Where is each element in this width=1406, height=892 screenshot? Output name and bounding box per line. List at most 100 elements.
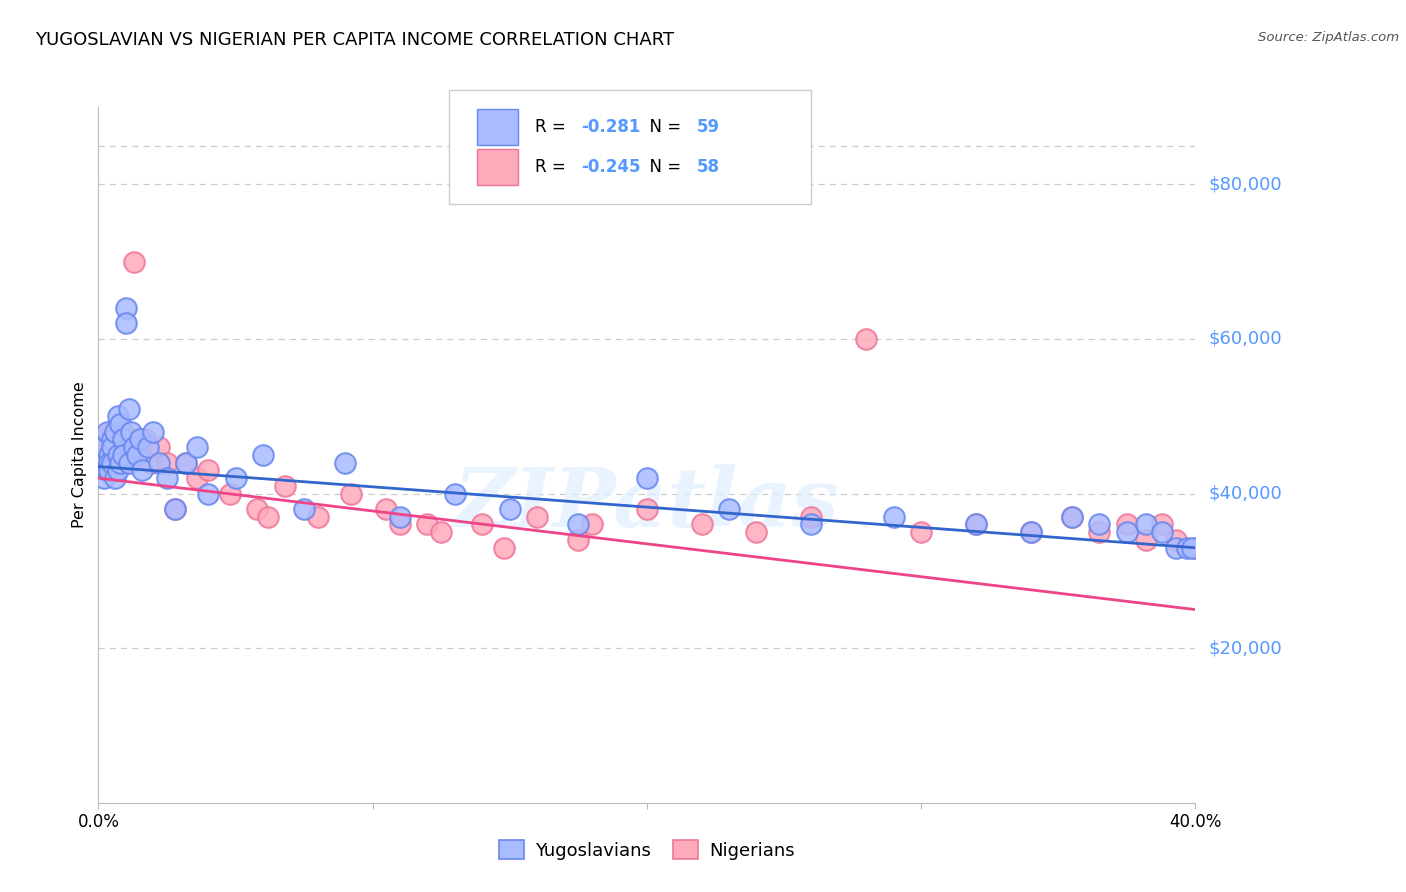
Point (1115, 517, 1137, 532)
Point (165, 502, 187, 516)
Point (581, 517, 603, 532)
Text: 58: 58 (697, 158, 720, 176)
Point (101, 456, 124, 470)
Point (156, 471, 179, 485)
Point (142, 425, 165, 439)
Point (965, 517, 987, 532)
Point (567, 517, 589, 532)
Point (526, 509, 548, 524)
Point (104, 433, 127, 447)
Point (101, 456, 124, 470)
Point (98, 448, 121, 462)
Point (112, 456, 135, 470)
Point (1019, 525, 1042, 540)
Point (388, 509, 412, 524)
Point (690, 517, 713, 532)
Point (107, 463, 129, 477)
Point (225, 471, 247, 485)
Point (745, 525, 768, 540)
Point (1152, 517, 1174, 532)
Point (718, 502, 741, 516)
Text: -0.245: -0.245 (581, 158, 641, 176)
Point (96, 425, 118, 439)
Point (98, 456, 121, 470)
Point (93, 433, 115, 447)
Point (1181, 541, 1204, 555)
Text: ZIPatlas: ZIPatlas (454, 464, 839, 543)
Point (115, 317, 138, 331)
Point (567, 533, 589, 547)
Point (307, 509, 329, 524)
Point (104, 471, 127, 485)
Point (93, 471, 115, 485)
Point (252, 448, 274, 462)
Legend: Yugoslavians, Nigerians: Yugoslavians, Nigerians (492, 833, 801, 867)
Point (101, 425, 124, 439)
Point (117, 456, 139, 470)
Point (104, 425, 127, 439)
Point (471, 517, 494, 532)
Point (98, 448, 121, 462)
Text: -0.281: -0.281 (581, 119, 640, 136)
Text: YUGOSLAVIAN VS NIGERIAN PER CAPITA INCOME CORRELATION CHART: YUGOSLAVIAN VS NIGERIAN PER CAPITA INCOM… (35, 31, 675, 49)
Point (115, 301, 138, 315)
Point (101, 440, 124, 454)
Text: Source: ZipAtlas.com: Source: ZipAtlas.com (1258, 31, 1399, 45)
Point (174, 456, 197, 470)
Point (257, 509, 280, 524)
Point (98, 440, 121, 454)
Point (292, 502, 315, 516)
Point (800, 509, 823, 524)
Point (1164, 541, 1187, 555)
Point (339, 486, 361, 500)
Text: N =: N = (640, 158, 686, 176)
Point (1060, 509, 1083, 524)
Point (883, 509, 905, 524)
Point (165, 502, 187, 516)
Point (136, 440, 159, 454)
Point (120, 433, 142, 447)
Text: 59: 59 (697, 119, 720, 136)
Point (122, 254, 145, 268)
Point (430, 525, 453, 540)
Point (1152, 525, 1174, 540)
Point (96, 456, 118, 470)
Point (122, 440, 145, 454)
Point (499, 502, 522, 516)
Point (246, 502, 269, 516)
FancyBboxPatch shape (477, 149, 519, 185)
Point (101, 433, 124, 447)
Point (197, 463, 219, 477)
Point (128, 433, 150, 447)
Point (1164, 533, 1187, 547)
Point (965, 517, 987, 532)
Point (139, 456, 162, 470)
Point (112, 433, 135, 447)
Point (1135, 517, 1157, 532)
Text: $40,000: $40,000 (1209, 484, 1282, 502)
Point (117, 448, 139, 462)
Point (107, 456, 129, 470)
Point (800, 517, 823, 532)
Point (416, 517, 439, 532)
Point (186, 471, 208, 485)
Point (636, 502, 658, 516)
Point (115, 440, 138, 454)
Point (90, 448, 112, 462)
Point (335, 456, 357, 470)
Point (910, 525, 932, 540)
Text: $60,000: $60,000 (1209, 330, 1282, 348)
Point (110, 456, 132, 470)
Point (1135, 533, 1157, 547)
Point (134, 433, 156, 447)
Point (1175, 541, 1198, 555)
Point (494, 541, 516, 555)
Point (375, 502, 398, 516)
Point (96, 463, 118, 477)
Y-axis label: Per Capita Income: Per Capita Income (72, 382, 87, 528)
Point (131, 463, 153, 477)
Point (219, 486, 242, 500)
Point (1019, 525, 1042, 540)
Point (112, 448, 135, 462)
Text: $80,000: $80,000 (1209, 176, 1282, 194)
